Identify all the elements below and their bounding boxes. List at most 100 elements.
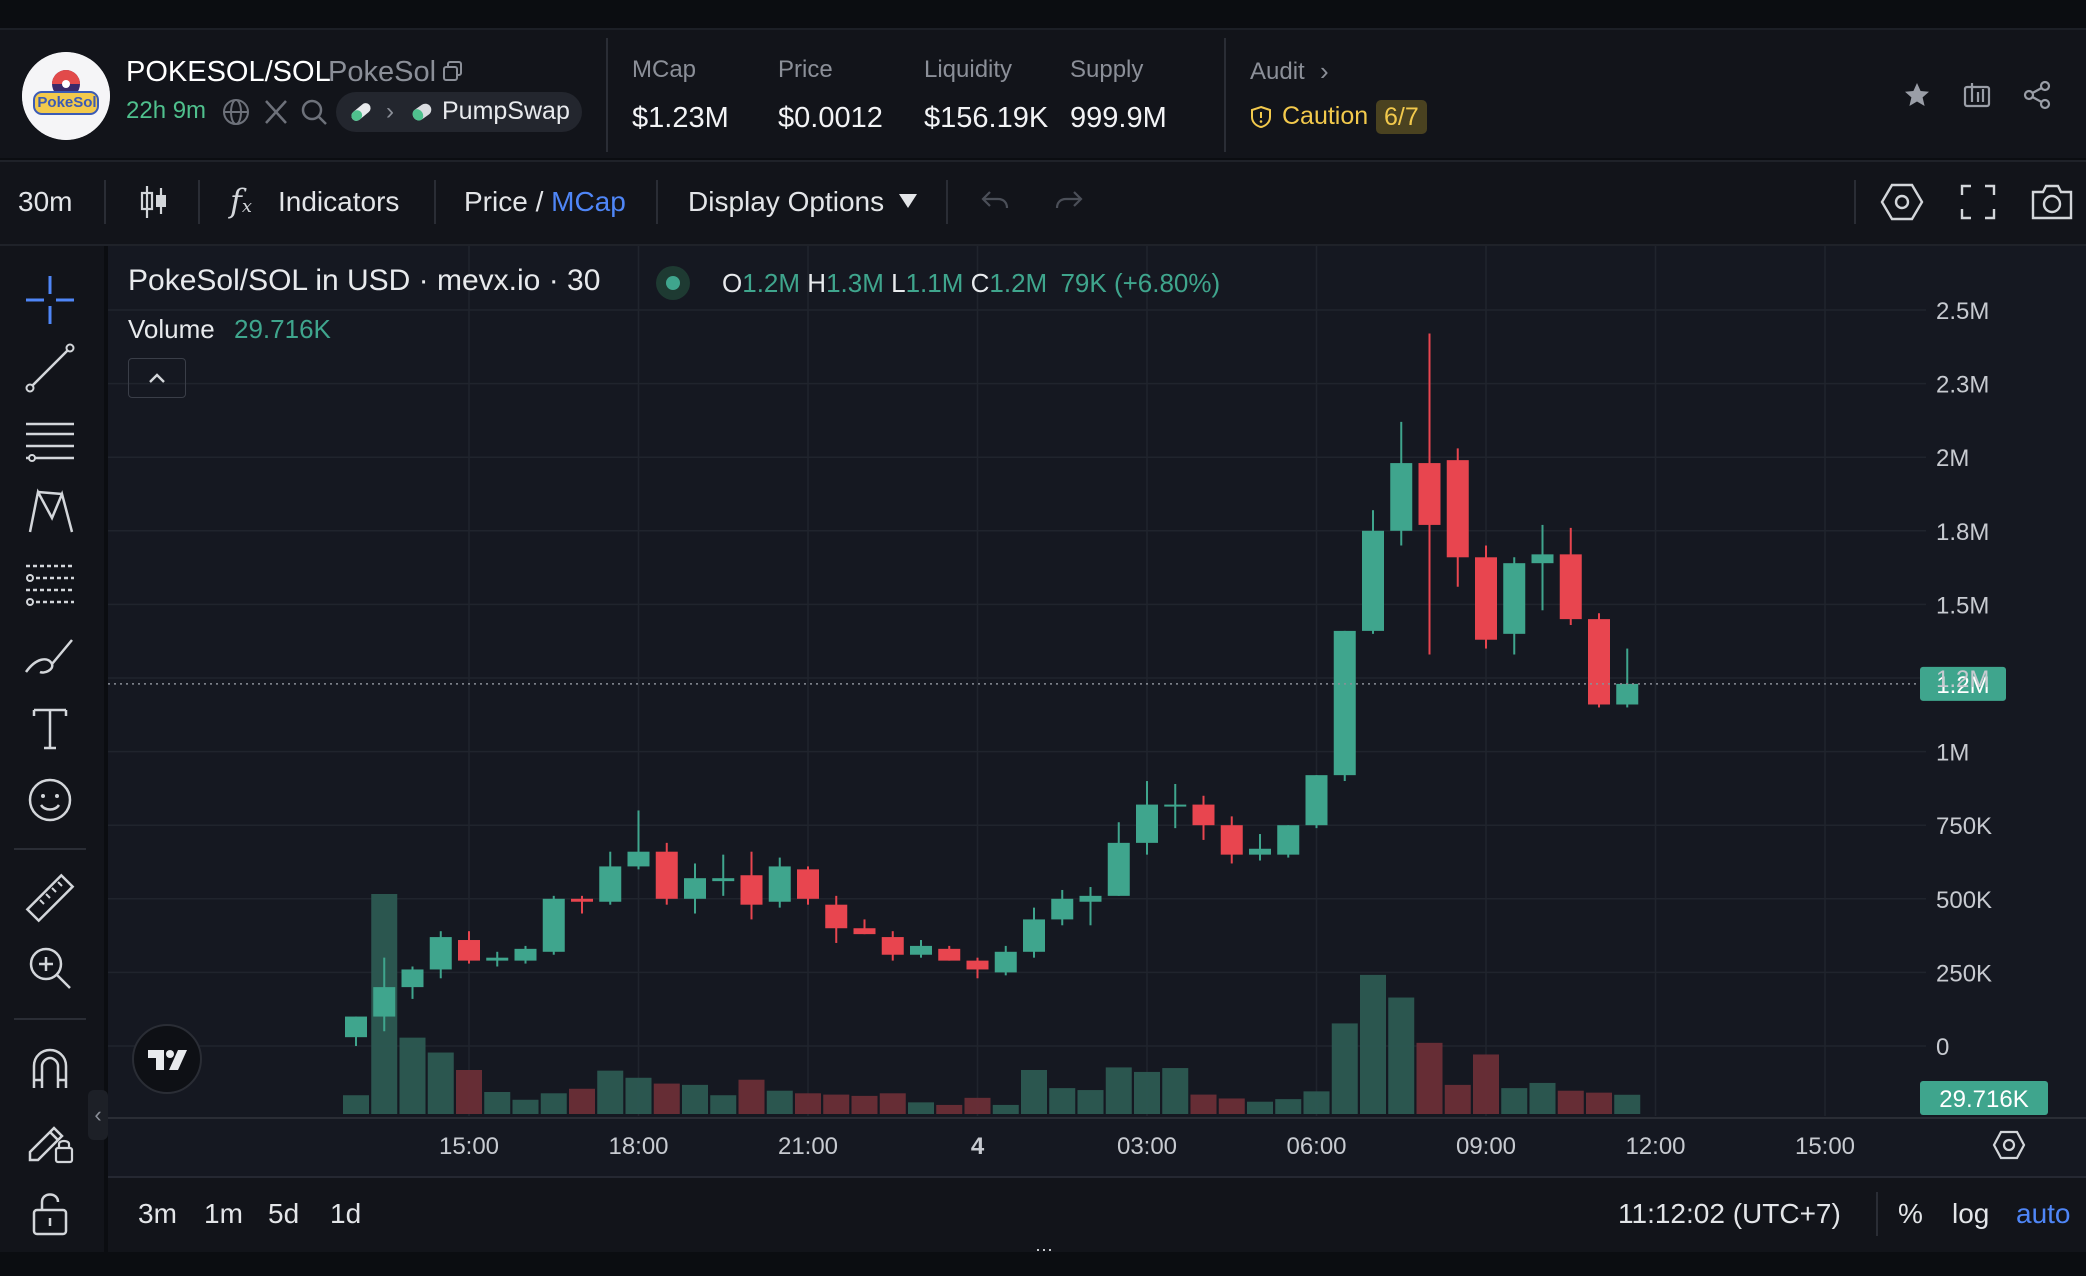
caret-down-icon[interactable] xyxy=(898,193,918,214)
token-logo: PokeSol xyxy=(22,52,110,140)
timezone-clock[interactable]: 11:12:02 (UTC+7) xyxy=(1618,1198,1841,1229)
top-strip xyxy=(0,0,2086,30)
x-axis-tick-label: 09:00 xyxy=(1456,1133,1516,1160)
volume-bar xyxy=(1529,1082,1556,1114)
volume-bar xyxy=(540,1093,567,1114)
ruler-icon[interactable] xyxy=(22,870,78,926)
pattern-icon[interactable] xyxy=(22,484,78,540)
candle-body xyxy=(910,945,932,955)
log-toggle[interactable]: log xyxy=(1952,1198,1990,1229)
collapse-legend-button[interactable] xyxy=(128,358,186,398)
supply-label: Supply xyxy=(1070,56,1144,83)
candle-body xyxy=(1136,804,1158,843)
audit-label[interactable]: Audit xyxy=(1250,58,1305,85)
candle-body xyxy=(458,940,480,961)
share-icon[interactable] xyxy=(2022,80,2052,115)
mcap-toggle-label[interactable]: MCap xyxy=(551,186,626,217)
copy-icon[interactable] xyxy=(442,60,464,87)
indicators-button[interactable]: Indicators xyxy=(278,186,400,217)
settings-icon[interactable] xyxy=(1880,182,1924,227)
display-options-button[interactable]: Display Options xyxy=(688,186,885,217)
low-label: L xyxy=(891,268,906,298)
function-icon[interactable]: fx xyxy=(230,182,252,220)
volume-bar xyxy=(1473,1054,1499,1114)
search-icon[interactable] xyxy=(300,98,328,131)
trend-line-icon[interactable] xyxy=(22,340,78,396)
volume-bar xyxy=(710,1095,737,1114)
drag-handle-icon[interactable]: ⋯ xyxy=(1035,1240,1053,1260)
star-icon[interactable] xyxy=(1902,80,1932,115)
zoom-in-icon[interactable] xyxy=(22,940,78,996)
supply-value: 999.9M xyxy=(1070,102,1167,134)
lock-drawing-icon[interactable] xyxy=(22,1112,78,1168)
candle-body xyxy=(429,937,452,970)
price-chart[interactable]: 1.2M 29.716K 2.5M 2.3M 2M 1.8M 1.5M 1.2M 1M 750K… xyxy=(108,246,2086,1176)
interval-selector[interactable]: 30m xyxy=(18,186,73,217)
high-value: 1.3M xyxy=(826,268,884,298)
collapse-toolbar-icon[interactable]: ‹ xyxy=(88,1090,108,1140)
tradingview-logo[interactable] xyxy=(132,1024,202,1094)
volume-bar xyxy=(823,1094,850,1114)
range-1m[interactable]: 1m xyxy=(204,1198,243,1229)
mcap-label: MCap xyxy=(632,56,697,83)
chart-compare-icon[interactable] xyxy=(1962,80,1992,115)
price-mcap-toggle[interactable]: Price / MCap xyxy=(464,186,626,218)
fullscreen-icon[interactable] xyxy=(1960,184,1996,225)
liquidity-label: Liquidity xyxy=(924,56,1013,83)
fib-retracement-icon[interactable] xyxy=(22,556,78,612)
volume-bar xyxy=(1444,1084,1471,1114)
magnet-icon[interactable] xyxy=(22,1040,78,1096)
redo-icon[interactable] xyxy=(1054,188,1084,219)
chevron-right-icon[interactable]: › xyxy=(1320,56,1329,86)
crosshair-icon[interactable] xyxy=(22,272,78,328)
candle-body xyxy=(1362,530,1384,631)
website-icon[interactable] xyxy=(222,98,250,131)
candle-body xyxy=(1277,825,1300,855)
candle-body xyxy=(994,951,1017,973)
volume-bar xyxy=(936,1104,963,1114)
x-twitter-icon[interactable] xyxy=(262,98,290,131)
current-price-badge xyxy=(1920,666,2006,701)
undo-icon[interactable] xyxy=(980,188,1010,219)
range-5d[interactable]: 5d xyxy=(268,1198,300,1229)
axis-settings-icon[interactable] xyxy=(1992,1130,2026,1165)
candle-body xyxy=(1588,619,1610,705)
text-tool-icon[interactable] xyxy=(22,700,78,756)
candle-body xyxy=(1107,842,1130,896)
y-axis-tick-label: 1.2M xyxy=(1936,666,1989,693)
range-3m[interactable]: 3m xyxy=(138,1198,177,1229)
candle-body xyxy=(684,878,706,899)
candlestick-type-icon[interactable] xyxy=(138,184,170,225)
candle-body xyxy=(1531,554,1554,564)
emoji-icon[interactable] xyxy=(22,772,78,828)
volume-label: Volume xyxy=(128,314,215,344)
range-1d[interactable]: 1d xyxy=(330,1198,362,1229)
volume-bar xyxy=(1388,997,1415,1114)
volume-bar xyxy=(1247,1101,1273,1114)
x-axis-tick-label: 06:00 xyxy=(1286,1133,1346,1160)
chart-area[interactable]: 1.2M 29.716K 2.5M 2.3M 2M 1.8M 1.5M 1.2M 1M 750K… xyxy=(108,246,2086,1252)
y-axis-tick-label: 750K xyxy=(1936,813,1992,840)
candle-body xyxy=(740,875,763,905)
camera-icon[interactable] xyxy=(2030,182,2074,227)
high-label: H xyxy=(807,268,827,298)
candle-body xyxy=(1390,463,1413,531)
candle-body xyxy=(1333,630,1356,776)
candle-body xyxy=(1446,460,1469,558)
chevron-up-icon xyxy=(149,373,165,383)
candle-body xyxy=(938,948,961,961)
unlock-icon[interactable] xyxy=(22,1184,78,1240)
y-axis-tick-label: 250K xyxy=(1936,960,1992,987)
volume-bar xyxy=(1331,1023,1358,1114)
horizontal-lines-icon[interactable] xyxy=(22,412,78,468)
percent-toggle[interactable]: % xyxy=(1898,1198,1923,1229)
x-axis-tick-label: 15:00 xyxy=(439,1133,499,1160)
change-value: 79K (+6.80%) xyxy=(1060,268,1221,298)
candle-body xyxy=(797,869,819,899)
brush-icon[interactable] xyxy=(22,628,78,684)
price-toggle-label[interactable]: Price xyxy=(464,186,528,217)
price-value: $0.0012 xyxy=(778,102,883,134)
dex-pill[interactable] xyxy=(336,92,582,132)
header-divider xyxy=(606,38,608,152)
auto-toggle[interactable]: auto xyxy=(2016,1198,2071,1229)
